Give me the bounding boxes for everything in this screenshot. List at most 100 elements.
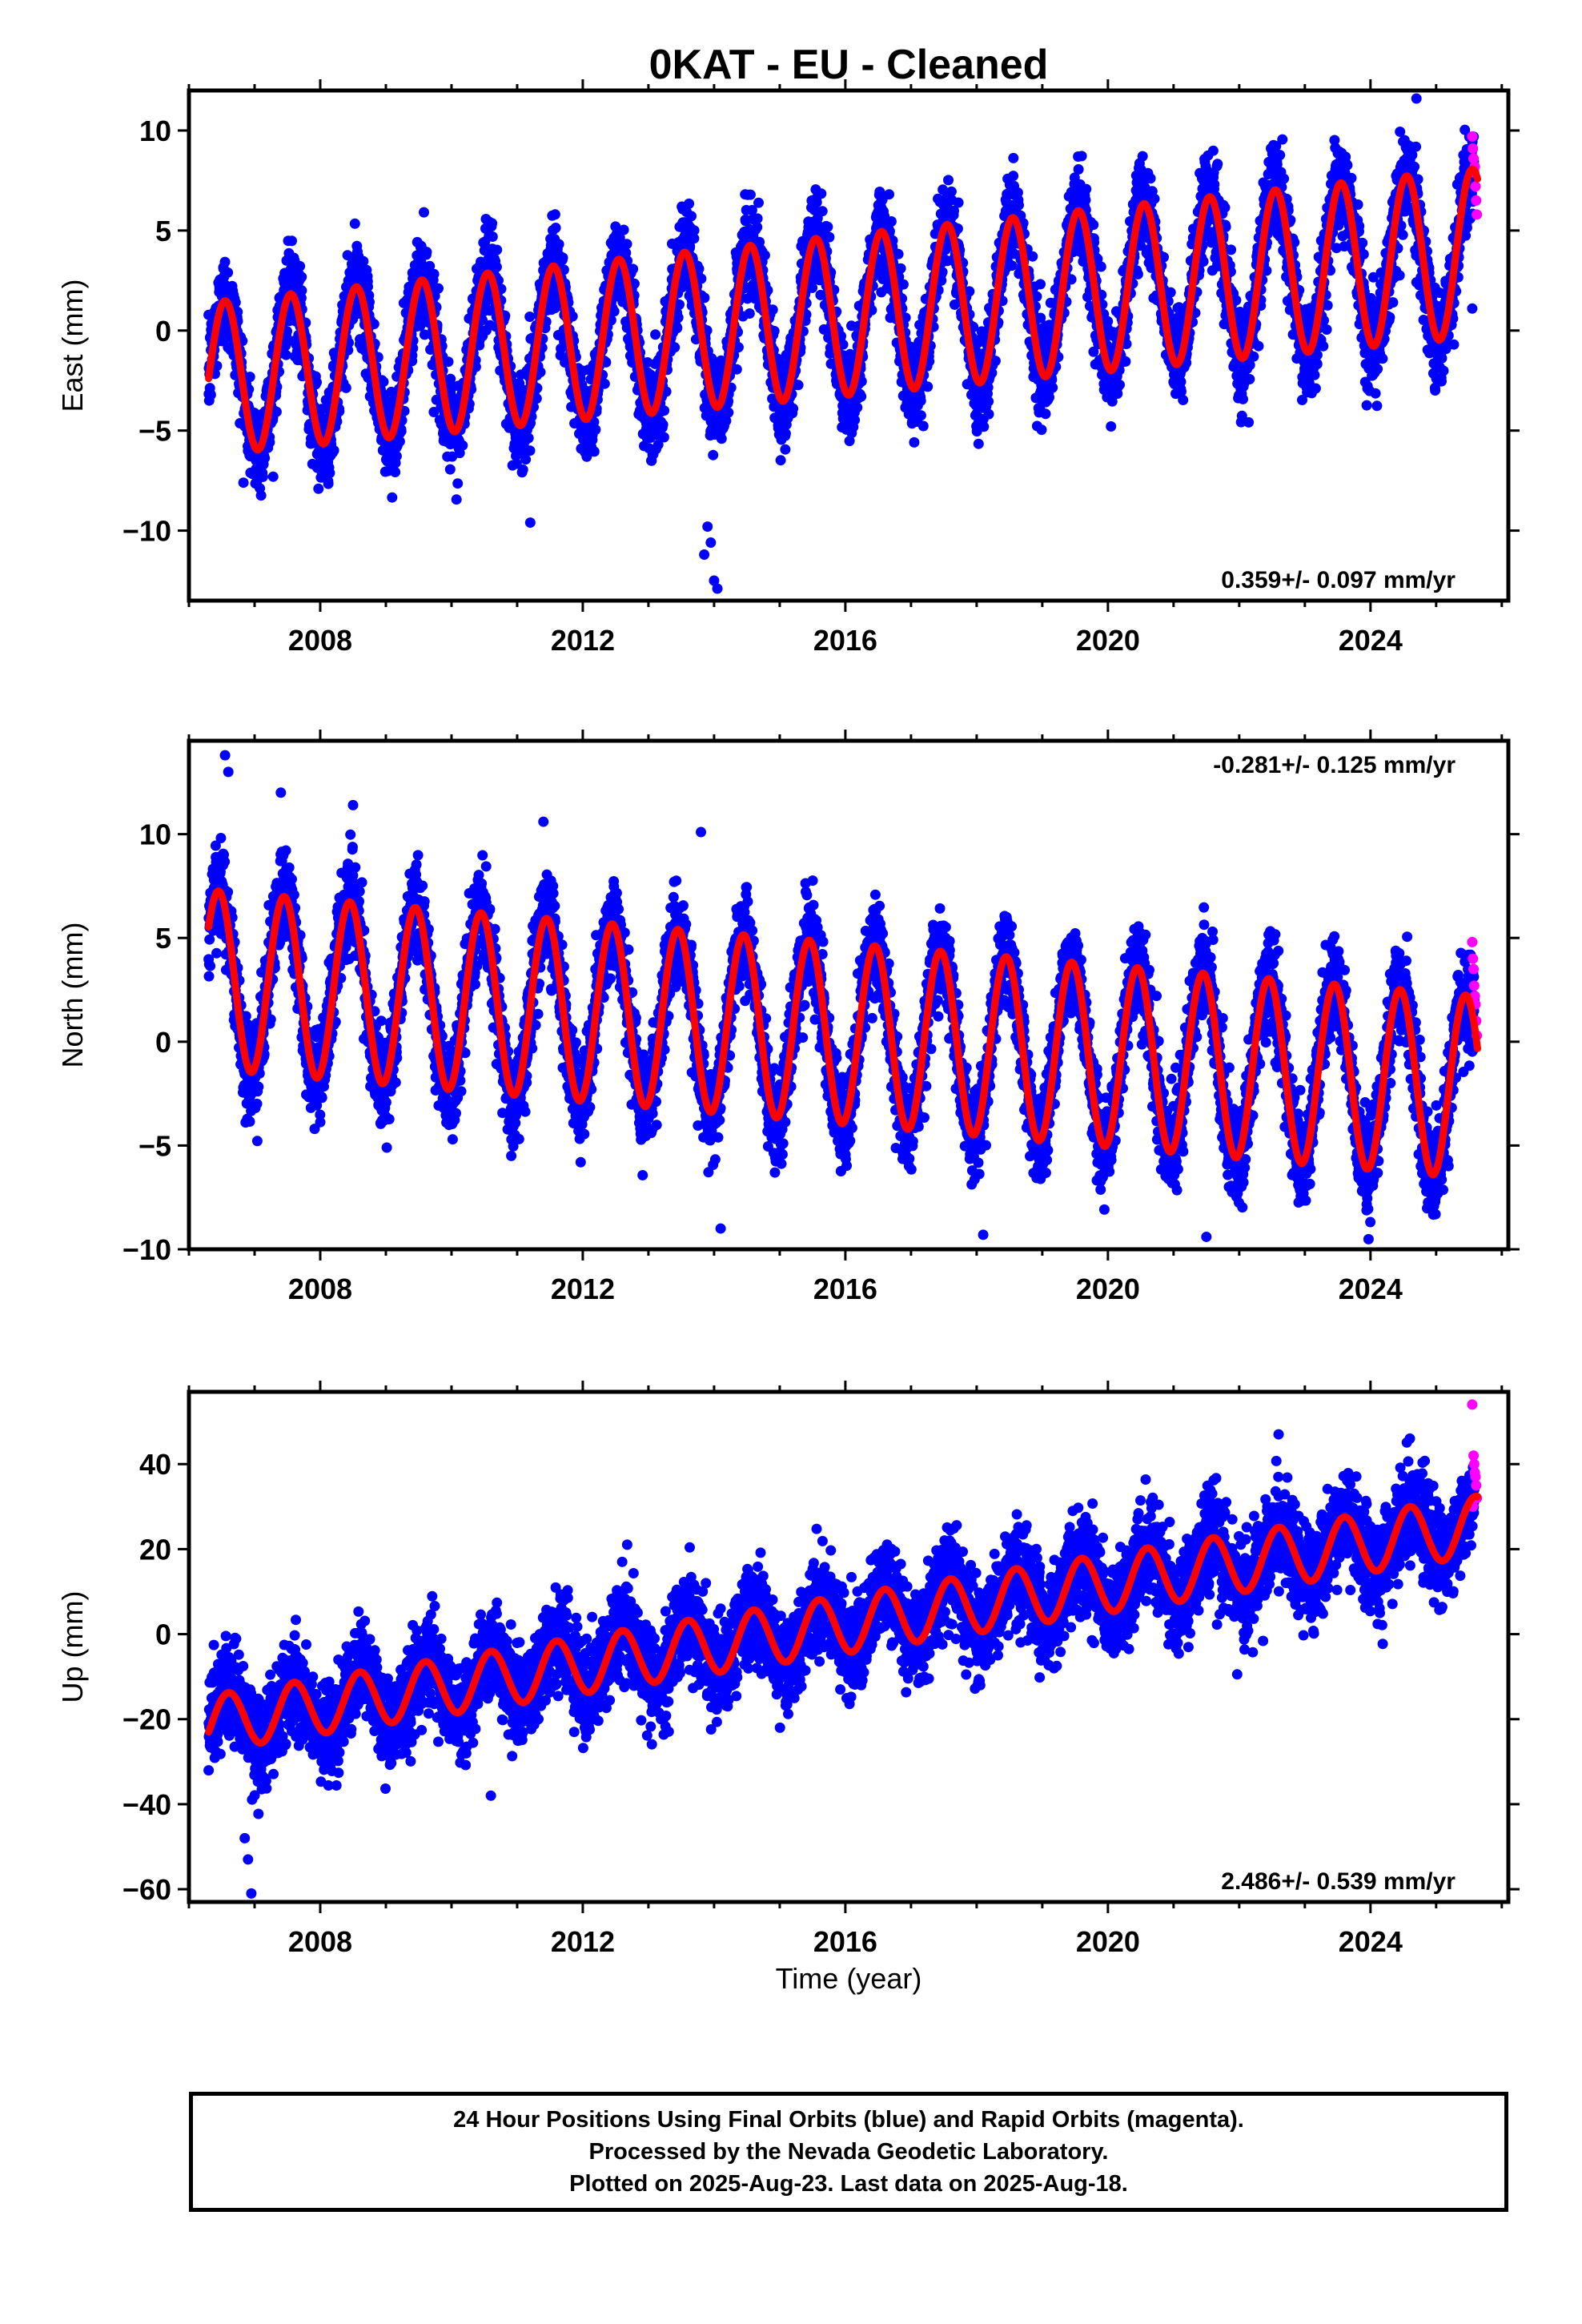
east-point xyxy=(723,407,734,418)
east-point xyxy=(368,319,379,330)
east-point xyxy=(686,211,697,222)
east-point xyxy=(1095,261,1106,272)
east-point xyxy=(257,471,268,482)
east-point xyxy=(267,471,279,482)
east-point xyxy=(443,356,454,368)
east-point xyxy=(708,449,719,460)
east-point xyxy=(909,436,920,448)
east-point xyxy=(296,271,307,283)
east-plot-area xyxy=(203,93,1483,594)
east-point xyxy=(1036,424,1047,436)
east-point xyxy=(296,285,307,296)
east-point xyxy=(219,256,231,267)
east-point xyxy=(953,197,964,208)
east-point xyxy=(978,421,990,432)
east-point xyxy=(428,268,440,279)
east-point xyxy=(673,312,684,323)
east-point xyxy=(856,391,867,402)
east-point xyxy=(487,218,498,229)
east-point xyxy=(524,445,536,456)
east-point xyxy=(223,267,234,278)
east-point xyxy=(363,281,373,292)
east-point xyxy=(983,396,994,407)
east-point xyxy=(897,279,909,290)
east-point xyxy=(1081,183,1092,195)
east-point xyxy=(390,467,401,477)
chart-title: 0KAT - EU - Cleaned xyxy=(649,42,1049,88)
east-point xyxy=(477,315,488,326)
east-point xyxy=(1047,382,1058,393)
east-point xyxy=(491,261,502,272)
east-point xyxy=(311,376,322,388)
east-point xyxy=(684,198,695,209)
east-point xyxy=(531,393,542,404)
east-point xyxy=(271,406,282,417)
east-point xyxy=(255,490,267,501)
east-point xyxy=(287,235,297,247)
east-point xyxy=(849,415,861,425)
east-point xyxy=(487,231,498,242)
east-point xyxy=(295,260,306,271)
east-point xyxy=(205,389,216,400)
east-point xyxy=(915,410,926,421)
east-point xyxy=(1073,164,1084,175)
east-point xyxy=(943,175,954,186)
east-point xyxy=(394,436,405,447)
east-point xyxy=(524,312,536,322)
east-point xyxy=(424,260,436,271)
east-point xyxy=(716,433,727,444)
east-point xyxy=(590,424,601,435)
east-point xyxy=(328,444,339,456)
east-point xyxy=(817,206,828,217)
east-point xyxy=(884,189,894,200)
east-point xyxy=(324,468,335,479)
east-point xyxy=(451,494,462,505)
east-point xyxy=(520,454,532,465)
east-point xyxy=(669,342,681,353)
east-point xyxy=(628,263,639,275)
east-point xyxy=(608,306,620,317)
east-point xyxy=(915,396,926,406)
east-point xyxy=(983,408,994,420)
east-point xyxy=(349,218,360,229)
east-point xyxy=(659,405,670,416)
east-point xyxy=(470,361,481,372)
east-point xyxy=(550,223,561,233)
east-point xyxy=(419,207,429,218)
east-point xyxy=(517,464,528,475)
east-point xyxy=(444,464,456,475)
east-point xyxy=(658,432,669,443)
east-point xyxy=(244,372,255,383)
east-point xyxy=(588,446,600,457)
east-point xyxy=(1008,152,1019,163)
east-point xyxy=(699,292,710,304)
east-point xyxy=(745,189,756,200)
east-point xyxy=(1027,251,1038,262)
east-point xyxy=(492,244,503,255)
east-point xyxy=(457,440,468,451)
east-point xyxy=(767,304,778,316)
east-point xyxy=(259,452,271,464)
east-point xyxy=(689,225,700,236)
east-point xyxy=(452,478,464,489)
east-point xyxy=(358,255,369,267)
east-point xyxy=(313,483,324,494)
east-point xyxy=(1035,279,1046,290)
east-point xyxy=(280,340,291,352)
east-point xyxy=(731,364,742,375)
east-point xyxy=(822,221,833,232)
east-point xyxy=(535,367,546,378)
east-point xyxy=(378,376,389,388)
east-point xyxy=(553,239,564,250)
east-point xyxy=(1076,151,1087,162)
east-point xyxy=(852,402,863,413)
east-point xyxy=(433,283,444,294)
east-point xyxy=(759,250,770,261)
east-point xyxy=(282,326,292,337)
east-point xyxy=(973,438,984,449)
east-point xyxy=(396,426,407,436)
east-point xyxy=(893,248,904,259)
east-final-orbit-points xyxy=(203,93,1480,594)
